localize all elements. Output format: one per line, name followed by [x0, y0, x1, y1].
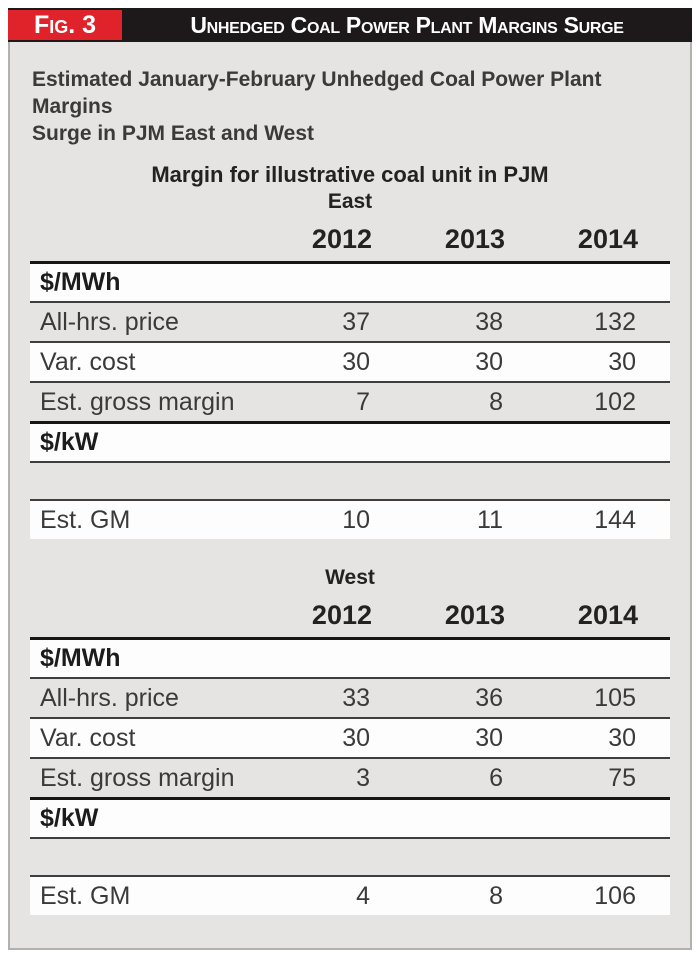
figure-title: Unhedged Coal Power Plant Margins Surge — [190, 11, 624, 38]
cell-value: 37 — [342, 307, 370, 336]
row-label: $/MWh — [40, 644, 121, 672]
year-header: 2013 — [444, 224, 505, 254]
table-section-east: East 2012 2013 2014 $/MWh All-hrs. price 3… — [30, 189, 670, 539]
year-header: 2014 — [577, 224, 638, 254]
row-label: Var. cost — [40, 723, 136, 752]
cell-value: 38 — [475, 307, 503, 336]
figure-body-panel: Estimated January-February Unhedged Coal… — [8, 42, 692, 950]
cell-value: 11 — [477, 505, 503, 534]
year-header: 2012 — [311, 224, 372, 254]
cell-value: 132 — [594, 307, 636, 336]
year-header: 2014 — [577, 600, 638, 630]
row-label: Est. GM — [40, 881, 131, 910]
cell-value: 10 — [342, 505, 370, 534]
table-rows-west: $/MWh All-hrs. price 33 36 105 Var. cost 30 30 3… — [30, 637, 670, 915]
row-label: Est. gross margin — [40, 763, 235, 792]
unit-header-row: $/MWh — [30, 637, 670, 677]
cell-value: 102 — [594, 387, 636, 416]
region-label-east: East — [327, 190, 373, 213]
cell-value: 30 — [475, 347, 503, 376]
unit-header-row: $/MWh — [30, 261, 670, 301]
row-label: $/kW — [40, 428, 99, 456]
cell-value: 8 — [489, 387, 503, 416]
spacer-row — [30, 461, 670, 499]
unit-header-row: $/kW — [30, 797, 670, 837]
figure-subtitle: Estimated January-February Unhedged Coal… — [30, 66, 670, 147]
figure-number: Fig. 3 — [33, 10, 97, 39]
cell-value: 7 — [356, 387, 370, 416]
table-rows-east: $/MWh All-hrs. price 37 38 132 Var. cost 30 30 3… — [30, 261, 670, 539]
row-label: $/MWh — [40, 268, 121, 296]
cell-value: 8 — [489, 881, 503, 910]
cell-value: 30 — [475, 723, 503, 752]
subtitle-line-2: Surge in PJM East and West — [32, 122, 315, 145]
cell-value: 106 — [594, 881, 636, 910]
unit-header-row: $/kW — [30, 421, 670, 461]
table-row: All-hrs. price 33 36 105 — [30, 677, 670, 717]
year-header-row-east: 2012 2013 2014 — [30, 215, 670, 261]
cell-value: 30 — [342, 723, 370, 752]
cell-value: 30 — [608, 723, 636, 752]
table-row: Est. gross margin 7 8 102 — [30, 381, 670, 421]
table-row: Est. GM 4 8 106 — [30, 875, 670, 915]
table-row: Var. cost 30 30 30 — [30, 717, 670, 757]
cell-value: 105 — [594, 683, 636, 712]
year-header-row-west: 2012 2013 2014 — [30, 591, 670, 637]
cell-value: 3 — [356, 763, 370, 792]
table-row: Est. GM 10 11 144 — [30, 499, 670, 539]
row-label: Var. cost — [40, 347, 136, 376]
year-header: 2013 — [444, 600, 505, 630]
region-label-west: West — [325, 566, 375, 589]
figure-header-bar: Fig. 3 Unhedged Coal Power Plant Margins… — [8, 8, 692, 42]
cell-value: 30 — [608, 347, 636, 376]
table-row: Est. gross margin 3 6 75 — [30, 757, 670, 797]
row-label: All-hrs. price — [40, 683, 179, 712]
cell-value: 75 — [608, 763, 636, 792]
table-section-west: West 2012 2013 2014 $/MWh All-hrs. price 3… — [30, 565, 670, 915]
table-row: All-hrs. price 37 38 132 — [30, 301, 670, 341]
cell-value: 6 — [489, 763, 503, 792]
subtitle-line-1: Estimated January-February Unhedged Coal… — [32, 68, 602, 118]
figure-title-bar: Unhedged Coal Power Plant Margins Surge — [122, 8, 692, 42]
cell-value: 36 — [475, 683, 503, 712]
row-label: $/kW — [40, 804, 99, 832]
figure: Fig. 3 Unhedged Coal Power Plant Margins… — [8, 8, 692, 950]
cell-value: 144 — [594, 505, 636, 534]
row-label: Est. GM — [40, 505, 131, 534]
spacer-row — [30, 837, 670, 875]
cell-value: 30 — [342, 347, 370, 376]
row-label: Est. gross margin — [40, 387, 235, 416]
cell-value: 4 — [356, 881, 370, 910]
row-label: All-hrs. price — [40, 307, 179, 336]
figure-number-badge: Fig. 3 — [8, 10, 122, 40]
year-header: 2012 — [311, 600, 372, 630]
table-row: Var. cost 30 30 30 — [30, 341, 670, 381]
cell-value: 33 — [342, 683, 370, 712]
table-title: Margin for illustrative coal unit in PJM — [151, 162, 549, 187]
